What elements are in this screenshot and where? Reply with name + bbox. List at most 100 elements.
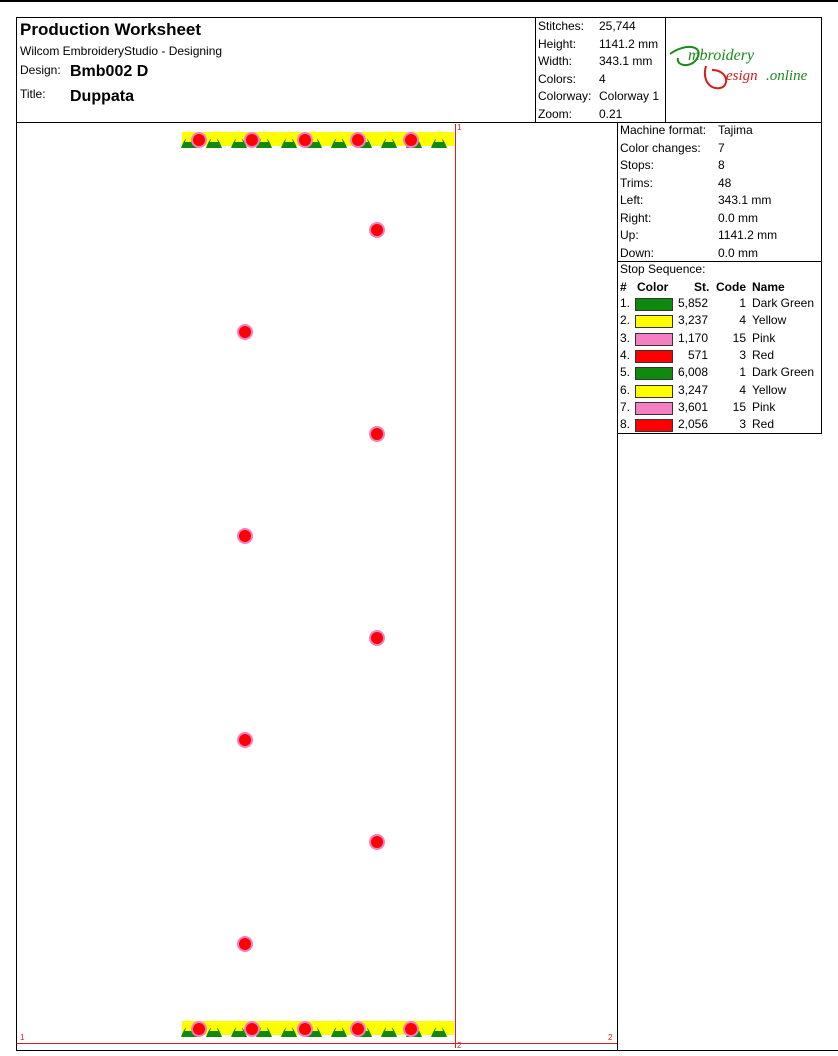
- stat-label: Width:: [538, 54, 573, 68]
- stat-row: Zoom: 0.21: [538, 106, 666, 124]
- top-border: [0, 0, 838, 2]
- stat-label: Colors:: [538, 71, 577, 86]
- stop-sequence-row: 7. 3,601 15 Pink: [620, 400, 820, 418]
- flower-red-center: [239, 530, 251, 542]
- row-stitches: 1,170: [677, 330, 708, 345]
- color-swatch: [635, 349, 673, 363]
- border-green-leaf: [206, 1026, 222, 1037]
- row-code: 3: [739, 347, 746, 362]
- mark-bottom-mid: 2: [457, 1041, 462, 1050]
- logo-divider: [665, 17, 666, 123]
- svg-text:mbroidery: mbroidery: [688, 47, 755, 64]
- flower-red-center: [405, 134, 417, 146]
- border-yellow-petal: [285, 1019, 293, 1031]
- design-value: Bmb002 D: [70, 63, 149, 80]
- machine-value: Tajima: [718, 123, 753, 137]
- row-name: Red: [752, 347, 775, 362]
- border-green-leaf: [281, 137, 297, 148]
- stop-sequence-row: 3. 1,170 15 Pink: [620, 331, 820, 349]
- machine-row: Left: 343.1 mm: [620, 192, 820, 210]
- header-stitches: St.: [694, 280, 710, 294]
- row-stitches: 2,056: [677, 417, 708, 432]
- machine-value: 8: [718, 158, 725, 172]
- flower-red-center: [193, 1023, 205, 1035]
- flower-red-center: [239, 938, 251, 950]
- scattered-flower-motif: [237, 324, 253, 340]
- border-green-leaf: [381, 1026, 397, 1037]
- stat-row: Stitches: 25,744: [538, 18, 666, 36]
- scattered-flower-motif: [369, 630, 385, 646]
- page-title: Production Worksheet: [20, 20, 202, 39]
- row-name: Yellow: [752, 382, 787, 397]
- scattered-flower-motif: [369, 834, 385, 850]
- machine-info: Machine format: Tajima Color changes: 7 St…: [620, 122, 820, 262]
- mark-bottom-left: 1: [20, 1033, 25, 1042]
- sequence-bottom-line: [617, 433, 822, 434]
- flower-red-center: [371, 224, 383, 236]
- border-yellow-petal: [335, 1019, 343, 1031]
- border-green-leaf: [381, 137, 397, 148]
- scattered-flower-motif: [369, 426, 385, 442]
- machine-label: Down:: [620, 245, 655, 260]
- app-name: Wilcom EmbroideryStudio - Designing: [20, 44, 223, 58]
- stop-sequence-row: 6. 3,247 4 Yellow: [620, 383, 820, 401]
- embroidery-design-logo: mbroidery esign .online: [669, 45, 808, 90]
- stat-row: Colors: 4: [538, 71, 666, 89]
- machine-label: Color changes:: [620, 140, 701, 155]
- stat-value: Colorway 1: [599, 89, 660, 103]
- mark-top-right: 1: [457, 123, 462, 132]
- design-preview-canvas: [181, 130, 454, 1037]
- row-num: 2.: [620, 313, 631, 328]
- design-right-edge-line: [455, 124, 456, 1048]
- stat-value: 0.21: [599, 106, 623, 121]
- border-green-leaf: [431, 1026, 447, 1037]
- machine-value: 343.1 mm: [718, 193, 772, 207]
- machine-value: 1141.2 mm: [718, 228, 778, 242]
- row-name: Dark Green: [752, 365, 815, 380]
- stat-value: 25,744: [599, 19, 636, 33]
- row-num: 4.: [620, 347, 631, 362]
- row-stitches: 3,601: [677, 399, 708, 414]
- border-yellow-petal: [385, 130, 393, 142]
- svg-text:.online: .online: [766, 68, 808, 84]
- color-swatch: [635, 367, 673, 381]
- stat-label: Height:: [538, 36, 577, 51]
- title-value: Duppata: [70, 88, 134, 105]
- flower-red-center: [352, 134, 364, 146]
- flower-red-center: [371, 428, 383, 440]
- right-border: [821, 17, 822, 434]
- row-code: 4: [739, 313, 746, 328]
- row-code: 1: [739, 365, 746, 380]
- color-swatch: [635, 315, 673, 329]
- row-stitches: 571: [687, 347, 708, 362]
- design-stats: Stitches: 25,744 Height: 1141.2 mm Width: 3…: [538, 18, 666, 123]
- row-name: Pink: [752, 330, 776, 345]
- border-yellow-petal: [210, 1019, 218, 1031]
- stop-sequence-row: 5. 6,008 1 Dark Green: [620, 365, 820, 383]
- color-swatch: [635, 298, 673, 311]
- row-name: Red: [752, 417, 775, 432]
- stop-sequence-row: 8. 2,056 3 Red: [620, 417, 820, 435]
- machine-label: Stops:: [620, 158, 655, 172]
- row-name: Dark Green: [752, 296, 815, 310]
- mark-bottom-right: 2: [608, 1033, 613, 1042]
- machine-row: Down: 0.0 mm: [620, 245, 820, 263]
- border-green-leaf: [431, 137, 447, 148]
- stat-row: Height: 1141.2 mm: [538, 36, 666, 54]
- row-num: 3.: [620, 330, 631, 345]
- machine-row: Up: 1141.2 mm: [620, 227, 820, 245]
- machine-row: Machine format: Tajima: [620, 122, 820, 140]
- border-green-leaf: [231, 1026, 247, 1037]
- header-num: #: [620, 280, 627, 294]
- machine-value: 48: [718, 175, 732, 190]
- svg-text:esign: esign: [726, 68, 758, 84]
- machine-row: Color changes: 7: [620, 140, 820, 158]
- stop-sequence-header: # Color St. Code Name: [620, 280, 820, 297]
- color-swatch: [635, 419, 673, 433]
- stat-value: 4: [599, 71, 606, 86]
- flower-red-center: [193, 134, 205, 146]
- flower-red-center: [239, 326, 251, 338]
- flower-red-center: [371, 632, 383, 644]
- row-code: 4: [739, 382, 746, 397]
- border-yellow-petal: [335, 130, 343, 142]
